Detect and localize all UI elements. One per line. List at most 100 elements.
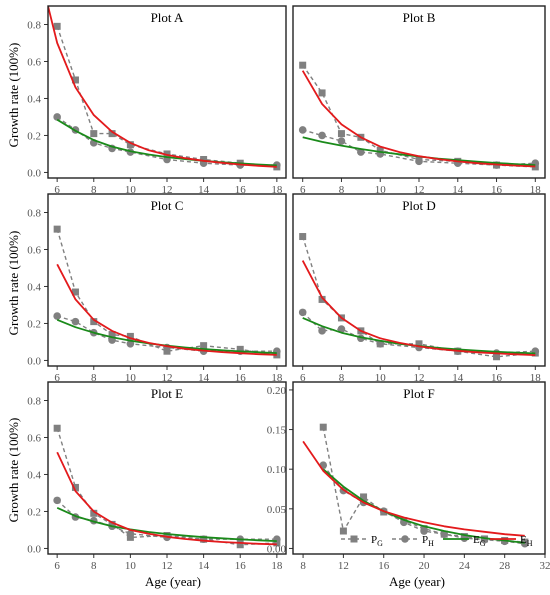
E_H-line — [301, 260, 536, 356]
x-tick-label: 8 — [91, 560, 97, 572]
plot-f-panel: 8 12 16 20 24 28 32 0.00 0.05 0.10 0.15 0.20 Plot F — [267, 381, 550, 572]
x-tick-label: 6 — [54, 184, 60, 196]
y-axis-label-middle: Growth rate (100%) — [6, 231, 21, 336]
E_G-line — [56, 118, 277, 167]
legend-label-subscript: G — [480, 539, 486, 548]
plot-b-frame — [292, 5, 546, 179]
y-tick-label: 0.0 — [27, 355, 41, 367]
plot-c-plot-area — [53, 225, 281, 359]
P_G-point — [200, 342, 208, 350]
plot-d-panel: 6 8 10 12 14 16 18 Plot D — [292, 193, 546, 384]
E_H-line — [48, 6, 277, 168]
plot-f-frame — [292, 381, 546, 555]
x-tick-label: 8 — [339, 184, 345, 196]
y-tick-label: 0.00 — [267, 543, 287, 555]
y-tick-label: 0.2 — [27, 318, 41, 330]
x-tick-label: 8 — [339, 372, 345, 384]
x-tick-label: 18 — [271, 184, 283, 196]
x-tick-label: 18 — [271, 560, 283, 572]
x-tick-label: 12 — [338, 560, 349, 572]
P_G-point — [90, 130, 98, 138]
x-tick-label: 16 — [491, 372, 503, 384]
legend-item-p-g: PG — [341, 534, 383, 548]
E_H-line — [56, 263, 277, 356]
P_G-point — [90, 509, 98, 517]
P_H-point — [126, 529, 135, 538]
y-tick-label: 0.6 — [27, 244, 41, 256]
plot-a-panel: 6 8 10 12 14 16 18 0.0 0.2 0.4 0.6 0.8 Plot A — [27, 5, 287, 196]
x-tick-label: 14 — [452, 372, 464, 384]
P_G-line — [322, 427, 525, 543]
P_H-point — [318, 327, 326, 335]
plot-d-frame — [292, 193, 546, 367]
y-tick-label: 0.2 — [27, 506, 41, 518]
P_G-point — [53, 22, 61, 30]
plot-a-title: Plot A — [151, 10, 184, 25]
x-tick-label: 18 — [530, 372, 542, 384]
y-tick-label: 0.6 — [27, 56, 41, 68]
E_G-line — [56, 506, 277, 542]
P_H-point — [357, 148, 365, 156]
P_H-point — [420, 527, 428, 535]
y-tick-label: 0.10 — [267, 464, 287, 476]
y-tick-label: 0.15 — [267, 425, 287, 437]
x-tick-label: 14 — [198, 184, 210, 196]
P_G-line — [56, 26, 277, 168]
plot-b-panel: 6 8 10 12 14 16 18 Plot B — [292, 5, 546, 196]
P_G-point — [108, 130, 116, 138]
P_G-point — [319, 423, 327, 431]
y-tick-label: 0.4 — [27, 281, 41, 293]
x-tick-label: 24 — [459, 560, 471, 572]
P_G-point — [339, 527, 347, 535]
x-tick-label: 10 — [375, 184, 387, 196]
x-tick-label: 20 — [419, 560, 431, 572]
P_H-point — [53, 496, 61, 505]
y-tick-label: 0.4 — [27, 469, 41, 481]
x-tick-label: 10 — [125, 184, 137, 196]
P_G-point — [108, 331, 116, 339]
x-tick-label: 6 — [54, 560, 60, 572]
plot-b-title: Plot B — [403, 10, 436, 25]
x-tick-label: 14 — [198, 560, 210, 572]
x-tick-label: 10 — [125, 560, 137, 572]
x-tick-label: 12 — [162, 184, 173, 196]
y-tick-label: 0.4 — [27, 93, 41, 105]
P_G-point — [299, 233, 307, 241]
plot-d-title: Plot D — [402, 198, 436, 213]
legend-label-subscript: H — [527, 539, 533, 548]
P_G-point — [318, 295, 326, 303]
P_G-line — [56, 427, 277, 546]
legend-square-marker — [350, 535, 358, 543]
x-tick-label: 12 — [162, 560, 173, 572]
x-tick-label: 12 — [414, 184, 425, 196]
plot-e-panel: 6 8 10 12 14 16 18 0.0 0.2 0.4 0.6 0.8 Plot E — [27, 381, 287, 572]
plot-c-frame — [47, 193, 287, 367]
P_G-point — [71, 288, 79, 296]
x-tick-label: 12 — [414, 372, 425, 384]
plot-f-plot-area — [302, 423, 529, 548]
P_G-point — [360, 493, 368, 501]
P_G-point — [71, 483, 79, 491]
P_H-point — [337, 325, 346, 333]
y-tick-label: 0.8 — [27, 19, 41, 31]
y-axis-label-bottom: Growth rate (100%) — [6, 418, 21, 523]
x-tick-label: 12 — [162, 372, 173, 384]
y-tick-label: 0.8 — [27, 207, 41, 219]
P_H-point — [53, 312, 61, 320]
x-tick-label: 6 — [300, 372, 306, 384]
x-tick-label: 8 — [91, 372, 97, 384]
P_G-point — [318, 89, 326, 97]
x-tick-label: 6 — [54, 372, 60, 384]
plot-c-title: Plot C — [151, 198, 184, 213]
legend-label-subscript: G — [377, 539, 383, 548]
x-tick-label: 6 — [300, 184, 306, 196]
plot-e-title: Plot E — [151, 386, 183, 401]
legend-item-p-h: PH — [392, 534, 434, 548]
plot-e-frame — [47, 381, 287, 555]
legend-label: PG — [371, 534, 383, 548]
x-tick-label: 8 — [91, 184, 97, 196]
E_H-line — [56, 451, 277, 546]
x-tick-label: 14 — [198, 372, 210, 384]
y-tick-label: 0.0 — [27, 167, 41, 179]
